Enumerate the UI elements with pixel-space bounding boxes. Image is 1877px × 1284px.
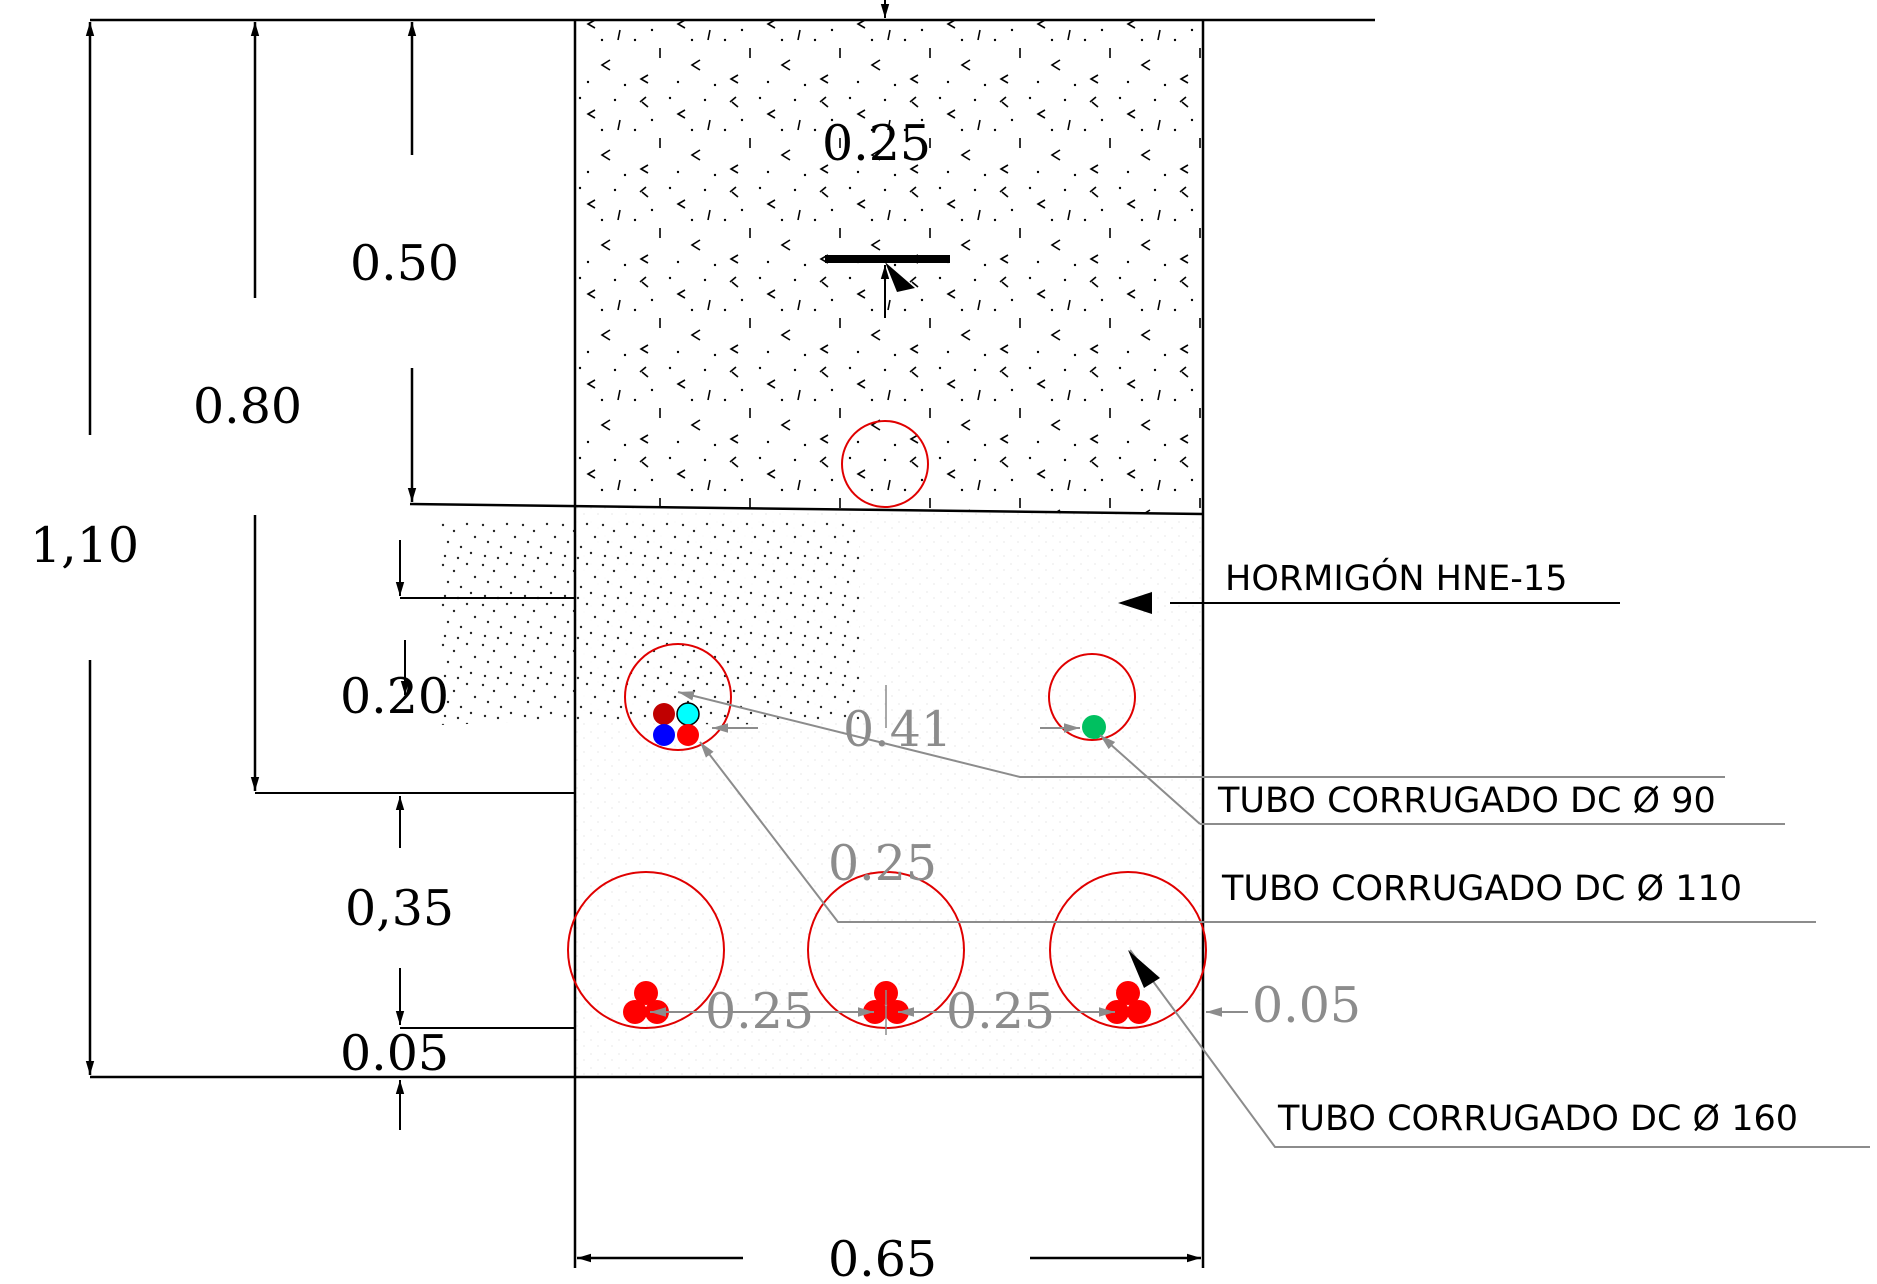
tube160-leader-arrow-icon: [1128, 950, 1160, 988]
tube160-leader: [1129, 949, 1870, 1148]
concrete-leader-arrow-icon: [1118, 592, 1152, 614]
tube90-leader-left: [677, 691, 1725, 778]
cable-green: [1082, 715, 1106, 739]
cable-blue: [653, 724, 675, 746]
tube110-leader: [699, 741, 1816, 923]
tube-90-left: [624, 643, 732, 751]
cable-cyan: [676, 702, 700, 726]
concrete-bottom-line: [409, 502, 1204, 516]
dim-spacing-b: 0.25: [946, 983, 1055, 1040]
dim-depth-050: 0.50: [350, 235, 459, 292]
tube-spare-upper: [841, 420, 929, 508]
tube90-leader-right: [1099, 734, 1201, 825]
dim-depth-020: 0.20: [340, 668, 449, 725]
label-tube-160: TUBO CORRUGADO DC Ø 160: [1277, 1099, 1798, 1139]
label-tube-90: TUBO CORRUGADO DC Ø 90: [1217, 781, 1716, 821]
dim-width: 0.65: [828, 1231, 937, 1284]
tape-pointer-icon: [885, 262, 915, 292]
sand-fill-band: [440, 520, 860, 725]
dim-depth-005-bottom: 0.05: [340, 1025, 449, 1082]
dim-spacing-a: 0.25: [705, 983, 814, 1040]
dim-level-025: 0.25: [828, 835, 937, 892]
dim-total-depth: 1,10: [30, 517, 139, 574]
label-tube-110: TUBO CORRUGADO DC Ø 110: [1221, 869, 1742, 909]
tube-90-right: [1048, 653, 1136, 741]
cable-darkred: [653, 703, 675, 725]
dim-depth-080: 0.80: [193, 378, 302, 435]
dim-spacing-041: 0.41: [843, 701, 952, 758]
tube-160-right: [1049, 871, 1207, 1029]
cable-trefoil-right: [1105, 981, 1151, 1024]
dim-depth-035: 0,35: [345, 880, 454, 937]
tube-160-left: [567, 871, 725, 1029]
label-concrete: HORMIGÓN HNE-15: [1225, 557, 1567, 599]
dim-side-005: 0.05: [1252, 977, 1361, 1034]
cable-red-upper: [677, 724, 699, 746]
dim-tape-depth: 0.25: [822, 115, 931, 172]
